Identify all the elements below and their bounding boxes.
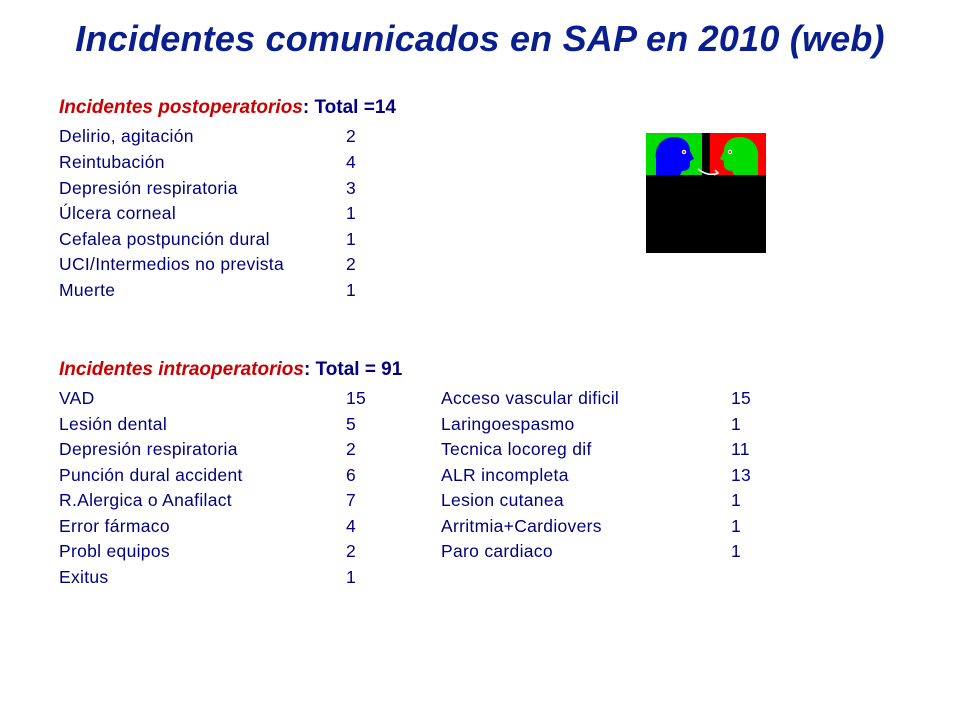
item-label: Reintubación [59, 152, 165, 172]
item-value: 2 [346, 126, 357, 146]
item-label: Delirio, agitación [59, 126, 194, 146]
item-value: 2 [346, 254, 357, 274]
item-label: Cefalea postpunción dural [59, 229, 270, 249]
two-heads-communication-icon [646, 133, 766, 253]
item-label: Error fármaco [59, 516, 170, 536]
item-label: Úlcera corneal [59, 203, 177, 223]
item-value: 1 [731, 414, 742, 434]
item-value: 2 [346, 439, 357, 459]
item-label: Tecnica locoreg dif [441, 439, 592, 459]
item-value: 13 [731, 465, 752, 485]
item-label: Muerte [59, 280, 116, 300]
item-label: ALR incompleta [441, 465, 569, 485]
item-value: 2 [346, 541, 357, 561]
item-label: Acceso vascular dificil [441, 388, 620, 408]
item-label: Probl equipos [59, 541, 170, 561]
item-value: 1 [346, 229, 357, 249]
item-label: UCI/Intermedios no prevista [59, 254, 284, 274]
item-label: R.Alergica o Anafilact [59, 490, 232, 510]
postop-heading-label: Incidentes postoperatorios [59, 97, 303, 118]
item-label: Depresión respiratoria [59, 439, 238, 459]
item-value: 4 [346, 152, 357, 172]
item-value: 3 [346, 178, 357, 198]
item-value: 15 [731, 388, 752, 408]
item-label: Lesión dental [59, 414, 168, 434]
item-label: Punción dural accident [59, 465, 243, 485]
item-label: Lesion cutanea [441, 490, 564, 510]
intraop-heading-total: : Total = 91 [303, 359, 403, 380]
item-label: Laringoespasmo [441, 414, 575, 434]
item-value: 7 [346, 490, 357, 510]
postop-heading: Incidentes postoperatorios: Total =14 [59, 97, 396, 119]
postop-heading-total: : Total =14 [302, 97, 396, 118]
slide-title: Incidentes comunicados en SAP en 2010 (w… [75, 18, 885, 59]
item-value: 1 [346, 567, 357, 587]
item-value: 15 [346, 388, 367, 408]
intraop-heading: Incidentes intraoperatorios: Total = 91 [59, 359, 402, 381]
item-label: Arritmia+Cardiovers [441, 516, 602, 536]
intraop-heading-label: Incidentes intraoperatorios [59, 359, 304, 380]
item-value: 1 [731, 541, 742, 561]
item-value: 1 [731, 490, 742, 510]
item-value: 11 [731, 439, 750, 459]
item-label: Paro cardiaco [441, 541, 553, 561]
item-value: 1 [731, 516, 742, 536]
item-value: 1 [346, 280, 357, 300]
item-label: VAD [59, 388, 95, 408]
item-label: Depresión respiratoria [59, 178, 238, 198]
item-value: 4 [346, 516, 357, 536]
item-value: 5 [346, 414, 357, 434]
item-label: Exitus [59, 567, 109, 587]
item-value: 6 [346, 465, 357, 485]
item-value: 1 [346, 203, 357, 223]
